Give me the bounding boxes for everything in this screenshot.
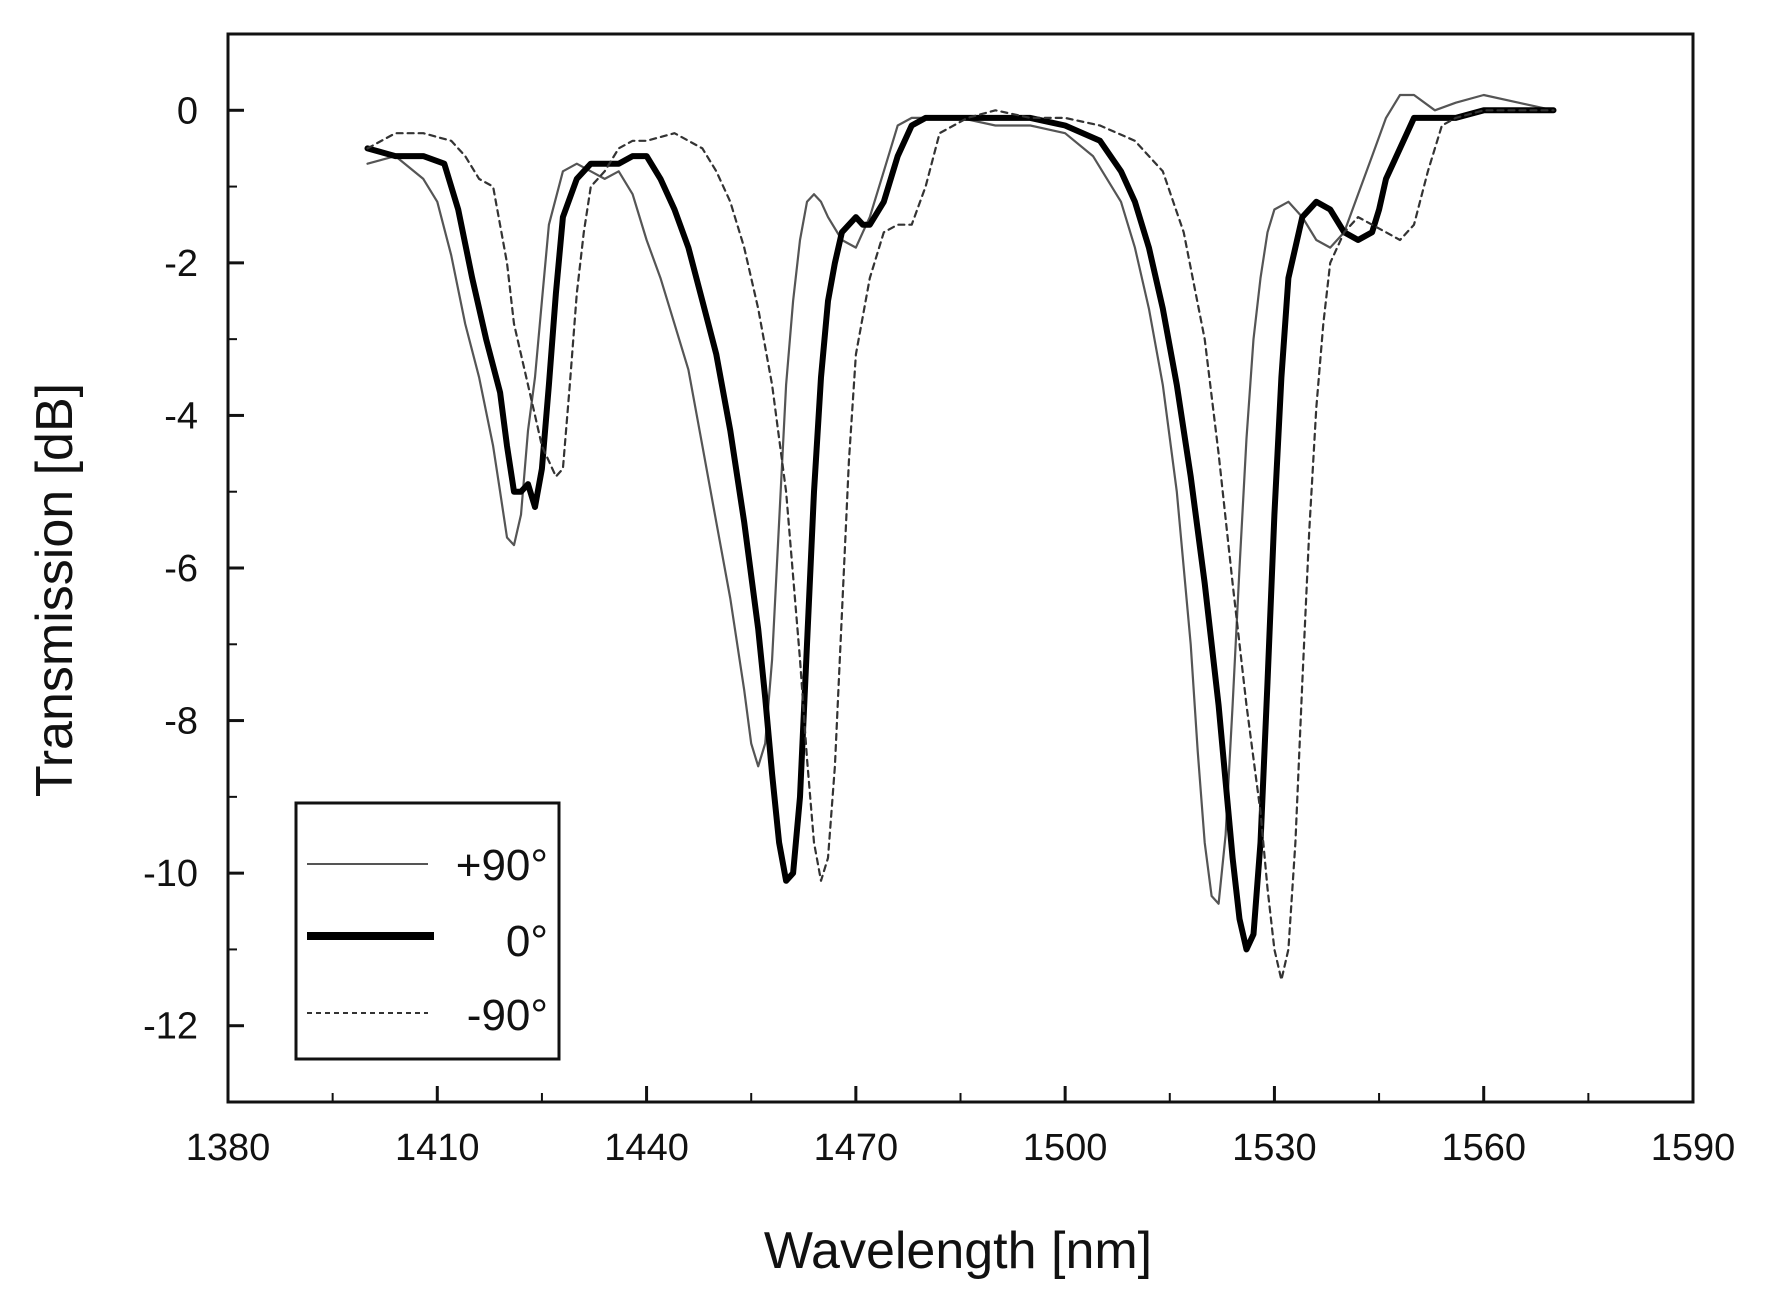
y-tick-label: -6 <box>164 548 198 590</box>
x-tick-label: 1560 <box>1441 1127 1526 1169</box>
x-tick-label: 1530 <box>1232 1127 1317 1169</box>
x-tick-label: 1590 <box>1651 1127 1736 1169</box>
x-tick-label: 1470 <box>814 1127 899 1169</box>
legend-box <box>294 801 561 1061</box>
y-tick-label: -10 <box>143 853 198 895</box>
x-tick-label: 1410 <box>395 1127 480 1169</box>
legend-label-minus90: -90° <box>467 991 548 1040</box>
series-line-zero <box>364 107 1557 953</box>
legend-label-plus90: +90° <box>456 841 548 890</box>
x-tick-label: 1500 <box>1023 1127 1108 1169</box>
y-tick-label: -8 <box>164 701 198 743</box>
series-line-minus90 <box>366 109 1555 982</box>
legend: +90° 0° -90° <box>294 801 561 1061</box>
x-axis-ticks: 1380 1410 1440 1470 1500 1530 1560 1590 <box>186 1086 1736 1169</box>
x-tick-label: 1380 <box>186 1127 271 1169</box>
series-lines <box>364 93 1557 982</box>
y-tick-label: -4 <box>164 395 198 437</box>
x-tick-label: 1440 <box>604 1127 689 1169</box>
y-axis-title: Transmission [dB] <box>26 383 84 797</box>
x-axis-title: Wavelength [nm] <box>764 1222 1152 1280</box>
legend-label-0: 0° <box>506 917 548 966</box>
y-tick-label: -2 <box>164 243 198 285</box>
series-line-plus90 <box>366 93 1555 905</box>
y-tick-label: 0 <box>177 90 198 132</box>
y-tick-label: -12 <box>143 1006 198 1048</box>
y-axis-ticks: 0 -2 -4 -6 -8 -10 -12 <box>143 33 244 1103</box>
